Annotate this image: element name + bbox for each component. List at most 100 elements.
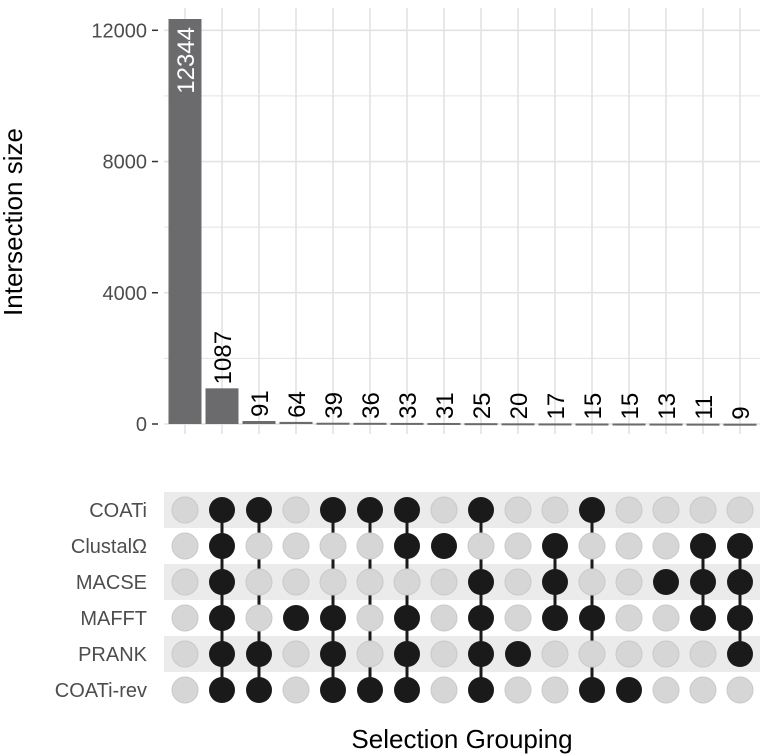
matrix-dot-inactive: [504, 568, 532, 596]
matrix-dot-active: [579, 605, 605, 631]
bar-value-label: 13: [654, 393, 681, 420]
matrix-dot-active: [690, 569, 716, 595]
matrix-dot-active: [542, 533, 568, 559]
matrix-dot-inactive: [245, 532, 273, 560]
matrix-dot-inactive: [689, 676, 717, 704]
matrix-dot-active: [727, 569, 753, 595]
y-tick-label: 4000: [103, 283, 148, 305]
matrix-dot-inactive: [726, 676, 754, 704]
matrix-dot-inactive: [282, 676, 310, 704]
matrix-dot-inactive: [356, 568, 384, 596]
bar: [205, 388, 239, 424]
matrix-dot-active: [209, 677, 235, 703]
matrix-dot-active: [209, 533, 235, 559]
matrix-dot-active: [542, 569, 568, 595]
matrix-dot-inactive: [282, 532, 310, 560]
bar-value-label: 25: [469, 392, 496, 419]
matrix-dot-inactive: [541, 640, 569, 668]
set-label: COATi-rev: [55, 680, 147, 702]
bar: [464, 423, 498, 426]
matrix-dot-active: [653, 569, 679, 595]
matrix-dot-active: [209, 497, 235, 523]
bar: [501, 423, 535, 426]
matrix-dot-active: [394, 497, 420, 523]
bar: [686, 423, 720, 426]
matrix-dot-inactive: [504, 676, 532, 704]
matrix-dot-inactive: [504, 496, 532, 524]
bar-value-label: 11: [691, 395, 718, 420]
matrix-dot-active: [431, 533, 457, 559]
bar-value-label: 15: [580, 393, 607, 420]
bar-value-label: 17: [543, 393, 570, 420]
matrix-dot-active: [727, 533, 753, 559]
bar: [168, 19, 202, 424]
matrix-dot-inactive: [171, 604, 199, 632]
matrix-dot-active: [579, 497, 605, 523]
y-tick-label: 0: [136, 414, 147, 436]
matrix-dot-active: [209, 569, 235, 595]
matrix-dot-active: [394, 641, 420, 667]
x-axis-title: Selection Grouping: [351, 724, 572, 754]
matrix-dot-inactive: [282, 496, 310, 524]
matrix-dot-active: [579, 677, 605, 703]
matrix-dot-active: [320, 497, 346, 523]
matrix-dot-inactive: [652, 640, 680, 668]
bar: [242, 421, 276, 424]
matrix-dot-inactive: [393, 568, 421, 596]
matrix-dot-inactive: [171, 640, 199, 668]
matrix-dot-active: [209, 605, 235, 631]
matrix-dot-inactive: [615, 568, 643, 596]
matrix-dot-inactive: [171, 568, 199, 596]
matrix-dot-inactive: [652, 676, 680, 704]
matrix-dot-active: [690, 533, 716, 559]
matrix-dot-inactive: [541, 496, 569, 524]
matrix-dot-active: [394, 605, 420, 631]
matrix-dot-active: [320, 605, 346, 631]
matrix-dot-active: [320, 677, 346, 703]
bar-value-label: 31: [432, 392, 459, 419]
matrix-dot-inactive: [319, 532, 347, 560]
matrix-dot-active: [468, 497, 494, 523]
bar: [316, 422, 350, 425]
matrix-dot-active: [394, 677, 420, 703]
matrix-dot-active: [690, 605, 716, 631]
bar: [649, 423, 683, 426]
set-matrix: COATi ClustalΩ MACSE MAFFT PRANK COATi-rev: [55, 492, 760, 704]
matrix-dot-inactive: [430, 604, 458, 632]
bar: [538, 423, 572, 426]
matrix-dot-inactive: [245, 568, 273, 596]
bar-value-label: 64: [284, 391, 311, 418]
y-tick-label: 12000: [91, 20, 147, 42]
bar: [279, 421, 313, 424]
bar: [353, 422, 387, 425]
matrix-dot-active: [468, 605, 494, 631]
matrix-dot-inactive: [504, 604, 532, 632]
matrix-dot-inactive: [430, 676, 458, 704]
matrix-dot-inactive: [578, 640, 606, 668]
grid-layer: [164, 8, 760, 434]
matrix-dot-active: [246, 641, 272, 667]
matrix-dot-active: [616, 677, 642, 703]
bar: [390, 422, 424, 425]
matrix-dot-inactive: [245, 604, 273, 632]
bar-value-label: 20: [506, 393, 533, 420]
matrix-dot-inactive: [171, 676, 199, 704]
matrix-dot-active: [357, 497, 383, 523]
bar-value-label: 12344: [173, 27, 200, 94]
matrix-dot-inactive: [578, 568, 606, 596]
bar-value-label: 15: [617, 393, 644, 420]
matrix-dot-inactive: [615, 496, 643, 524]
matrix-dot-inactive: [319, 568, 347, 596]
bar: [575, 423, 609, 426]
bars-layer: 12344 1087 91 64 39 36 33 31 25 20 17 15 15 13 11 9: [168, 19, 757, 426]
y-axis: 0 4000 8000 12000: [91, 20, 158, 436]
bar: [723, 423, 757, 426]
matrix-dot-inactive: [689, 496, 717, 524]
y-axis-title: Intersection size: [0, 128, 28, 316]
matrix-dot-inactive: [171, 496, 199, 524]
matrix-dot-inactive: [282, 640, 310, 668]
matrix-dot-active: [505, 641, 531, 667]
matrix-dot-active: [727, 605, 753, 631]
matrix-dot-active: [468, 641, 494, 667]
